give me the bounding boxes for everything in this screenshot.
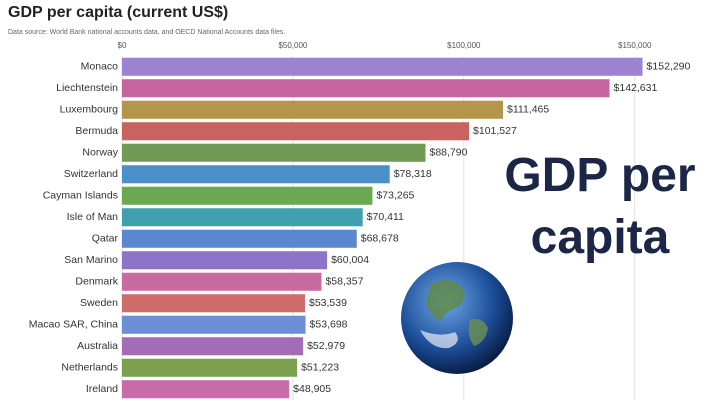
bar — [122, 208, 363, 227]
value-label: $88,790 — [430, 147, 468, 159]
value-label: $142,631 — [614, 82, 658, 94]
value-label: $60,004 — [331, 254, 369, 266]
bar — [122, 79, 610, 98]
bar — [122, 165, 390, 184]
bar — [122, 122, 470, 141]
value-label: $73,265 — [376, 190, 414, 202]
x-tick-label: $50,000 — [278, 41, 307, 50]
category-label: Monaco — [81, 61, 119, 73]
value-label: $48,905 — [293, 383, 331, 395]
category-label: Netherlands — [61, 362, 118, 374]
value-label: $53,539 — [309, 297, 347, 309]
value-label: $111,465 — [507, 104, 549, 116]
value-label: $152,290 — [647, 61, 691, 73]
category-label: Ireland — [86, 383, 118, 395]
bar — [122, 272, 322, 291]
value-label: $52,979 — [307, 340, 345, 352]
bar — [122, 186, 373, 205]
category-label: Isle of Man — [67, 211, 119, 223]
value-label: $51,223 — [301, 362, 339, 374]
value-label: $78,318 — [394, 168, 432, 180]
bar — [122, 251, 328, 270]
category-label: Bermuda — [75, 125, 118, 137]
bar — [122, 143, 426, 162]
value-label: $101,527 — [473, 125, 517, 137]
category-label: Denmark — [75, 276, 118, 288]
category-label: Switzerland — [64, 168, 118, 180]
bar — [122, 100, 504, 119]
earth-illustration — [401, 262, 513, 374]
category-label: Cayman Islands — [43, 190, 118, 202]
value-label: $70,411 — [367, 211, 404, 223]
bar — [122, 315, 306, 334]
x-tick-label: $150,000 — [618, 41, 652, 50]
category-label: San Marino — [64, 254, 118, 266]
value-label: $53,698 — [310, 319, 348, 331]
bar — [122, 337, 304, 356]
bar — [122, 358, 298, 377]
value-label: $58,357 — [325, 276, 363, 288]
bar — [122, 380, 290, 399]
value-label: $68,678 — [361, 233, 399, 245]
bar — [122, 57, 643, 76]
category-label: Sweden — [80, 297, 118, 309]
category-label: Macao SAR, China — [29, 319, 118, 331]
category-label: Qatar — [92, 233, 119, 245]
bar — [122, 294, 306, 313]
x-tick-label: $0 — [118, 41, 127, 50]
chart-title: GDP per capita (current US$) — [8, 4, 228, 21]
bar — [122, 229, 357, 248]
chart-subtitle: Data source: World Bank national account… — [8, 29, 285, 36]
annotation: GDP per capita — [504, 149, 695, 264]
category-label: Australia — [77, 340, 118, 352]
category-label: Luxembourg — [60, 104, 119, 116]
category-label: Norway — [82, 147, 118, 159]
x-tick-label: $100,000 — [447, 41, 481, 50]
category-label: Liechtenstein — [56, 82, 118, 94]
